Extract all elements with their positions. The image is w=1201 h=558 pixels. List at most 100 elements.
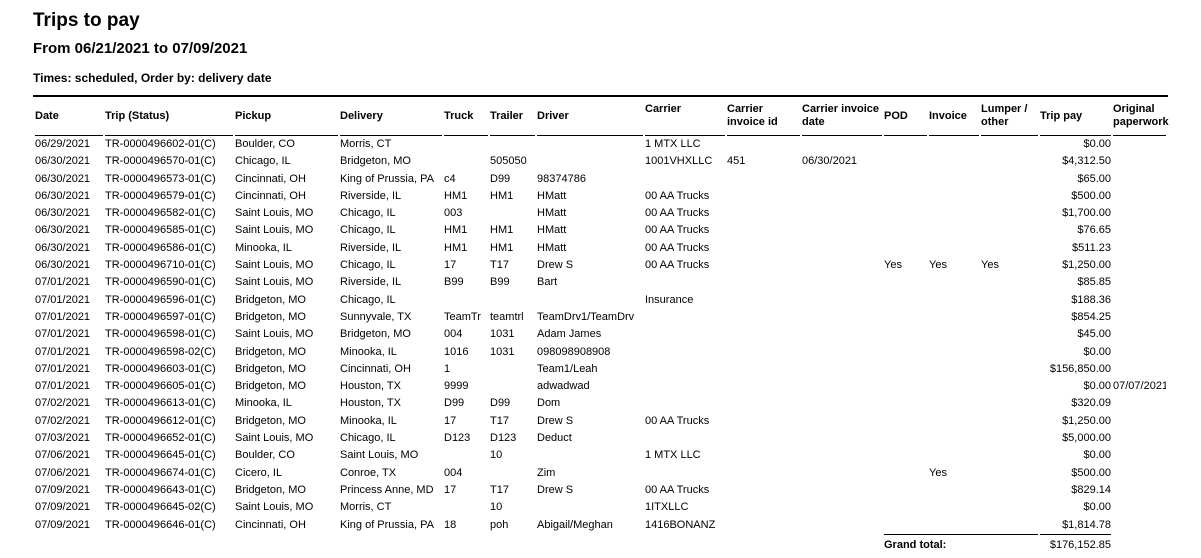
cell-pod xyxy=(884,517,927,534)
cell-trailer: teamtrl xyxy=(490,310,524,323)
cell-driver: HMatt xyxy=(537,207,567,220)
cell-carrier_invoice_date xyxy=(802,430,882,447)
cell-trip_status: TR-0000496570-01(C) xyxy=(105,155,216,168)
cell-date: 06/30/2021 xyxy=(35,172,91,185)
cell-pickup: Cicero, IL xyxy=(235,466,283,479)
cell-trip_status: TR-0000496652-01(C) xyxy=(105,432,216,445)
cell-driver: Deduct xyxy=(537,432,572,445)
cell-truck xyxy=(444,447,488,464)
cell-pickup: Bridgeton, MO xyxy=(235,310,306,323)
cell-delivery: King of Prussia, PA xyxy=(340,518,434,531)
cell-original_paperwork xyxy=(1113,499,1166,516)
cell-delivery: Chicago, IL xyxy=(340,207,396,220)
cell-invoice xyxy=(929,499,979,516)
cell-original_paperwork xyxy=(1113,205,1166,222)
cell-trailer: D99 xyxy=(490,397,511,410)
cell-carrier: 00 AA Trucks xyxy=(645,224,710,237)
cell-trip_pay: $511.23 xyxy=(1072,241,1111,254)
cell-trip_status: TR-0000496586-01(C) xyxy=(105,241,216,254)
cell-driver xyxy=(537,447,643,464)
cell-trip_pay: $1,250.00 xyxy=(1062,414,1111,427)
cell-trip_status: TR-0000496596-01(C) xyxy=(105,293,216,306)
cell-carrier_invoice_date xyxy=(802,344,882,361)
table-row: 07/01/2021 TR-0000496597-01(C) Bridgeton, … xyxy=(35,309,1166,326)
cell-driver: Drew S xyxy=(537,259,574,272)
table-row: 07/01/2021 TR-0000496603-01(C) Bridgeton, … xyxy=(35,361,1166,378)
cell-trailer: 10 xyxy=(490,501,503,514)
cell-truck: 1016 xyxy=(444,345,469,358)
cell-carrier: 1001VHXLLC xyxy=(645,155,713,168)
cell-trip_pay: $500.00 xyxy=(1071,189,1111,202)
col-header-pod: POD xyxy=(884,97,927,136)
cell-trip_pay: $65.00 xyxy=(1077,172,1111,185)
cell-driver xyxy=(537,292,643,309)
cell-carrier_invoice_id xyxy=(727,257,800,274)
cell-carrier_invoice_id xyxy=(727,413,800,430)
table-row: 07/09/2021 TR-0000496645-02(C) Saint Louis… xyxy=(35,499,1166,516)
cell-carrier_invoice_date xyxy=(802,378,882,395)
col-header-invoice: Invoice xyxy=(929,97,979,136)
cell-carrier: 00 AA Trucks xyxy=(645,259,710,272)
cell-trip_pay: $156,850.00 xyxy=(1049,362,1111,375)
cell-date: 07/01/2021 xyxy=(35,310,91,323)
cell-delivery: Conroe, TX xyxy=(340,466,397,479)
cell-original_paperwork xyxy=(1113,222,1166,239)
cell-driver: Team1/Leah xyxy=(537,362,598,375)
cell-lumper_other xyxy=(981,447,1038,464)
cell-trip_status: TR-0000496579-01(C) xyxy=(105,189,216,202)
cell-date: 06/30/2021 xyxy=(35,224,91,237)
cell-carrier: 00 AA Trucks xyxy=(645,207,710,220)
cell-pod xyxy=(884,499,927,516)
cell-carrier_invoice_id xyxy=(727,361,800,378)
cell-pickup: Saint Louis, MO xyxy=(235,259,314,272)
cell-original_paperwork xyxy=(1113,447,1166,464)
cell-date: 07/06/2021 xyxy=(35,449,91,462)
cell-date: 06/30/2021 xyxy=(35,259,91,272)
cell-trip_pay: $0.00 xyxy=(1083,501,1111,514)
cell-carrier_invoice_id xyxy=(727,274,800,291)
cell-lumper_other xyxy=(981,240,1038,257)
cell-invoice xyxy=(929,395,979,412)
table-row: 07/01/2021 TR-0000496605-01(C) Bridgeton, … xyxy=(35,378,1166,395)
cell-carrier: 1 MTX LLC xyxy=(645,138,701,150)
cell-trip_pay: $0.00 xyxy=(1083,345,1111,358)
cell-trip_status: TR-0000496582-01(C) xyxy=(105,207,216,220)
cell-carrier_invoice_date xyxy=(802,395,882,412)
cell-carrier_invoice_id xyxy=(727,309,800,326)
cell-trailer: HM1 xyxy=(490,241,514,254)
cell-trip_status: TR-0000496597-01(C) xyxy=(105,310,216,323)
cell-carrier_invoice_date xyxy=(802,136,882,153)
cell-pod xyxy=(884,205,927,222)
table-row: 06/30/2021 TR-0000496586-01(C) Minooka, IL… xyxy=(35,240,1166,257)
cell-trip_status: TR-0000496613-01(C) xyxy=(105,397,216,410)
cell-delivery: Princess Anne, MD xyxy=(340,483,434,496)
cell-pickup: Bridgeton, MO xyxy=(235,362,306,375)
cell-truck: 17 xyxy=(444,259,457,272)
cell-date: 06/30/2021 xyxy=(35,241,91,254)
cell-lumper_other xyxy=(981,274,1038,291)
table-row: 07/01/2021 TR-0000496598-01(C) Saint Louis… xyxy=(35,326,1166,343)
cell-driver: Adam James xyxy=(537,328,602,341)
cell-trailer: 505050 xyxy=(490,155,527,168)
col-header-trailer: Trailer xyxy=(490,97,535,136)
cell-pickup: Cincinnati, OH xyxy=(235,189,306,202)
cell-trip_status: TR-0000496612-01(C) xyxy=(105,414,216,427)
cell-invoice xyxy=(929,153,979,170)
cell-pod xyxy=(884,136,927,153)
cell-carrier_invoice_id xyxy=(727,517,800,534)
table-row: 06/30/2021 TR-0000496585-01(C) Saint Louis… xyxy=(35,222,1166,239)
cell-trip_status: TR-0000496602-01(C) xyxy=(105,138,216,150)
cell-pod xyxy=(884,413,927,430)
cell-date: 07/09/2021 xyxy=(35,483,91,496)
cell-trip_pay: $4,312.50 xyxy=(1062,155,1111,168)
cell-pickup: Boulder, CO xyxy=(235,449,295,462)
col-header-trip-status: Trip (Status) xyxy=(105,97,233,136)
cell-driver xyxy=(537,136,643,153)
cell-carrier_invoice_id xyxy=(727,430,800,447)
cell-carrier xyxy=(645,309,725,326)
cell-delivery: Bridgeton, MO xyxy=(340,328,411,341)
cell-trip_status: TR-0000496573-01(C) xyxy=(105,172,216,185)
cell-delivery: Morris, CT xyxy=(340,501,392,514)
cell-trip_status: TR-0000496645-02(C) xyxy=(105,501,216,514)
col-header-delivery: Delivery xyxy=(340,97,442,136)
